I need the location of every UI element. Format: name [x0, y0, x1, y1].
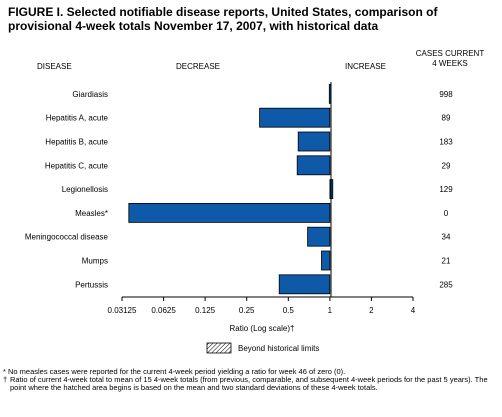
cases-value: 29 — [442, 161, 451, 170]
bar-2 — [297, 131, 331, 152]
disease-column-header: DISEASE — [37, 62, 72, 71]
x-axis-label: Ratio (Log scale)† — [230, 324, 295, 333]
legend-hatch-swatch — [206, 342, 232, 354]
dagger-symbol: † — [3, 375, 8, 384]
x-tick-label: 1 — [328, 306, 333, 315]
x-tick-label: 0.125 — [195, 306, 216, 315]
x-tick-label: 0.0625 — [151, 306, 176, 315]
bar-8 — [278, 274, 331, 295]
category-label: Hepatitis A, acute — [46, 114, 109, 123]
cases-value: 0 — [444, 209, 449, 218]
x-tick-label: 2 — [369, 306, 374, 315]
increase-header: INCREASE — [345, 62, 386, 71]
cases-value: 183 — [439, 138, 453, 147]
cases-value: 89 — [442, 114, 451, 123]
bar-6 — [307, 226, 331, 247]
decrease-header: DECREASE — [176, 62, 221, 71]
bar-1 — [259, 107, 331, 128]
category-label: Meningococcal disease — [25, 233, 109, 242]
category-label: Hepatitis C, acute — [45, 161, 109, 170]
cases-header-line2: 4 WEEKS — [432, 59, 468, 68]
legend-label: Beyond historical limits — [238, 344, 319, 353]
bar-7 — [321, 250, 331, 271]
footnote-ratio-text: Ratio of current 4-week total to mean of… — [10, 375, 488, 393]
bar-5 — [128, 202, 331, 223]
cases-value: 21 — [442, 257, 451, 266]
figure-title: FIGURE I. Selected notifiable disease re… — [8, 5, 438, 33]
x-tick-label: 0.5 — [283, 306, 295, 315]
footnote-ratio: † Ratio of current 4-week total to mean … — [3, 375, 498, 393]
category-label: Pertussis — [75, 280, 108, 289]
category-labels: Giardiasis Hepatitis A, acute Hepatitis B,… — [25, 90, 109, 289]
category-label: Measles* — [75, 209, 108, 218]
cases-value: 129 — [439, 185, 453, 194]
x-axis-ticks: 0.03125 0.0625 0.125 0.25 0.5 1 2 4 — [108, 297, 416, 315]
x-tick-label: 0.03125 — [108, 306, 137, 315]
cases-value: 998 — [439, 90, 453, 99]
category-label: Giardiasis — [72, 90, 108, 99]
bars-layer — [128, 84, 334, 295]
category-label: Legionellosis — [62, 185, 108, 194]
category-label: Hepatitis B, acute — [45, 138, 108, 147]
x-tick-label: 4 — [411, 306, 416, 315]
cases-value: 34 — [442, 233, 451, 242]
cases-values: 998 89 183 29 129 0 34 21 285 — [439, 90, 453, 289]
cases-header-line1: CASES CURRENT — [415, 49, 485, 58]
bar-3 — [296, 155, 331, 176]
footnote-measles: * No measles cases were reported for the… — [3, 367, 346, 376]
cases-value: 285 — [439, 280, 453, 289]
x-tick-label: 0.25 — [239, 306, 255, 315]
category-label: Mumps — [82, 257, 108, 266]
cases-column-header: CASES CURRENT 4 WEEKS — [405, 49, 495, 69]
